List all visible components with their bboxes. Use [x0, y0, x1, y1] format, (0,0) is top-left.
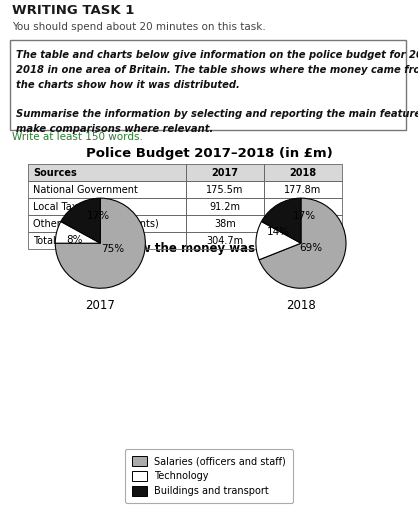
Text: You should spend about 20 minutes on this task.: You should spend about 20 minutes on thi… — [12, 22, 266, 32]
Bar — [28, 232, 186, 249]
Text: Police Budget 2017–2018 (in £m): Police Budget 2017–2018 (in £m) — [86, 147, 332, 160]
Title: 2018: 2018 — [286, 300, 316, 312]
Bar — [28, 164, 342, 181]
Text: How the money was spent: How the money was spent — [122, 242, 296, 255]
Bar — [264, 232, 342, 249]
Text: 14%: 14% — [267, 227, 290, 237]
Text: Other sources (eg grants): Other sources (eg grants) — [33, 219, 159, 229]
Text: 304.7m: 304.7m — [206, 236, 244, 246]
Bar — [186, 232, 264, 249]
Text: 17%: 17% — [87, 211, 110, 221]
Bar — [28, 164, 186, 181]
Bar — [264, 198, 342, 215]
Text: Write at least 150 words.: Write at least 150 words. — [12, 132, 143, 142]
Text: 38m: 38m — [214, 219, 236, 229]
Text: 91.2m: 91.2m — [209, 202, 240, 212]
Text: 38.5m: 38.5m — [288, 219, 319, 229]
Wedge shape — [55, 198, 145, 288]
Text: The table and charts below give information on the police budget for 2017 and
20: The table and charts below give informat… — [16, 50, 418, 134]
Text: 102.3m: 102.3m — [284, 202, 321, 212]
Text: 75%: 75% — [102, 244, 125, 253]
Text: 17%: 17% — [293, 211, 316, 221]
Bar — [186, 164, 264, 181]
Bar — [186, 215, 264, 232]
Text: Local Taxes: Local Taxes — [33, 202, 88, 212]
Bar — [186, 198, 264, 215]
Bar — [264, 164, 342, 181]
Wedge shape — [262, 198, 301, 243]
Title: 2017: 2017 — [85, 300, 115, 312]
Text: 69%: 69% — [299, 243, 322, 253]
Bar — [28, 198, 342, 215]
Text: WRITING TASK 1: WRITING TASK 1 — [12, 4, 134, 17]
Text: 175.5m: 175.5m — [206, 185, 244, 195]
Wedge shape — [259, 198, 346, 288]
Bar — [10, 40, 406, 130]
Bar — [28, 232, 342, 249]
Bar — [28, 198, 186, 215]
Legend: Salaries (officers and staff), Technology, Buildings and transport: Salaries (officers and staff), Technolog… — [125, 449, 293, 503]
Bar — [28, 181, 186, 198]
Text: Total: Total — [33, 236, 56, 246]
Text: 2017: 2017 — [212, 168, 239, 178]
Bar — [264, 215, 342, 232]
Bar — [28, 215, 186, 232]
Wedge shape — [55, 222, 100, 243]
Text: 318.6m: 318.6m — [285, 236, 321, 246]
Text: 2018: 2018 — [289, 168, 316, 178]
Text: 8%: 8% — [66, 234, 82, 245]
Bar — [264, 181, 342, 198]
Wedge shape — [61, 198, 100, 243]
Text: National Government: National Government — [33, 185, 138, 195]
Text: Sources: Sources — [33, 168, 77, 178]
Bar — [28, 215, 342, 232]
Text: 177.8m: 177.8m — [284, 185, 321, 195]
Bar — [28, 181, 342, 198]
Bar — [186, 181, 264, 198]
Wedge shape — [256, 222, 301, 260]
